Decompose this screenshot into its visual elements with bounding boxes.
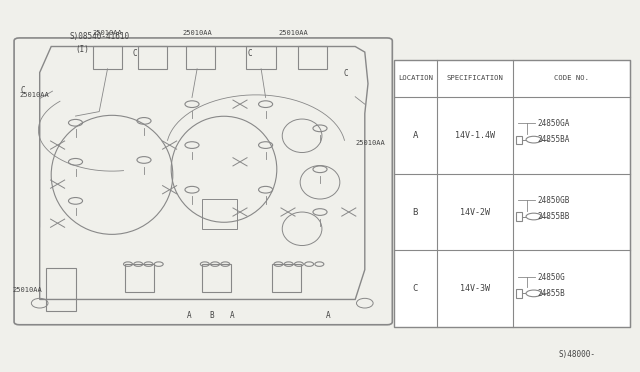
Text: S)08540-41610: S)08540-41610 — [69, 32, 129, 41]
Text: C: C — [413, 285, 418, 294]
Bar — [125, 264, 154, 292]
Text: 24850G: 24850G — [537, 273, 564, 282]
Text: 25010AA: 25010AA — [93, 31, 122, 36]
Text: 25010AA: 25010AA — [19, 92, 49, 98]
Bar — [186, 46, 215, 69]
Bar — [272, 264, 301, 292]
Text: 25010AA: 25010AA — [278, 31, 308, 36]
Bar — [46, 268, 76, 311]
Text: CODE NO.: CODE NO. — [554, 75, 589, 81]
Bar — [246, 46, 276, 69]
Text: A: A — [325, 311, 330, 320]
Text: LOCATION: LOCATION — [398, 75, 433, 81]
Bar — [93, 46, 122, 69]
Text: 24850GA: 24850GA — [537, 119, 570, 128]
Text: A: A — [413, 131, 418, 140]
Text: C: C — [343, 69, 348, 78]
Text: C: C — [132, 49, 137, 58]
Text: 24855B: 24855B — [537, 289, 564, 298]
Text: C: C — [247, 49, 252, 58]
Bar — [394, 60, 630, 327]
Text: 25010AA: 25010AA — [182, 31, 212, 36]
Bar — [202, 264, 231, 292]
Text: (I): (I) — [76, 45, 90, 54]
Text: 25010AA: 25010AA — [13, 287, 42, 293]
Text: 14V-3W: 14V-3W — [460, 285, 490, 294]
Text: B: B — [209, 311, 214, 320]
Text: 25010AA: 25010AA — [355, 140, 385, 146]
Text: A: A — [229, 311, 234, 320]
Bar — [138, 46, 167, 69]
Text: A: A — [186, 311, 191, 320]
Bar — [516, 289, 522, 298]
Text: 14V-1.4W: 14V-1.4W — [455, 131, 495, 140]
Bar — [516, 135, 522, 144]
Text: S)48000-: S)48000- — [558, 350, 595, 359]
Text: 24855BA: 24855BA — [537, 135, 570, 144]
Bar — [298, 46, 327, 69]
Text: 14V-2W: 14V-2W — [460, 208, 490, 217]
Text: B: B — [413, 208, 418, 217]
Text: SPECIFICATION: SPECIFICATION — [447, 75, 503, 81]
Text: 24850GB: 24850GB — [537, 196, 570, 205]
Text: 24855BB: 24855BB — [537, 212, 570, 221]
Bar — [516, 212, 522, 221]
Text: C: C — [20, 86, 25, 95]
Bar — [202, 199, 237, 229]
